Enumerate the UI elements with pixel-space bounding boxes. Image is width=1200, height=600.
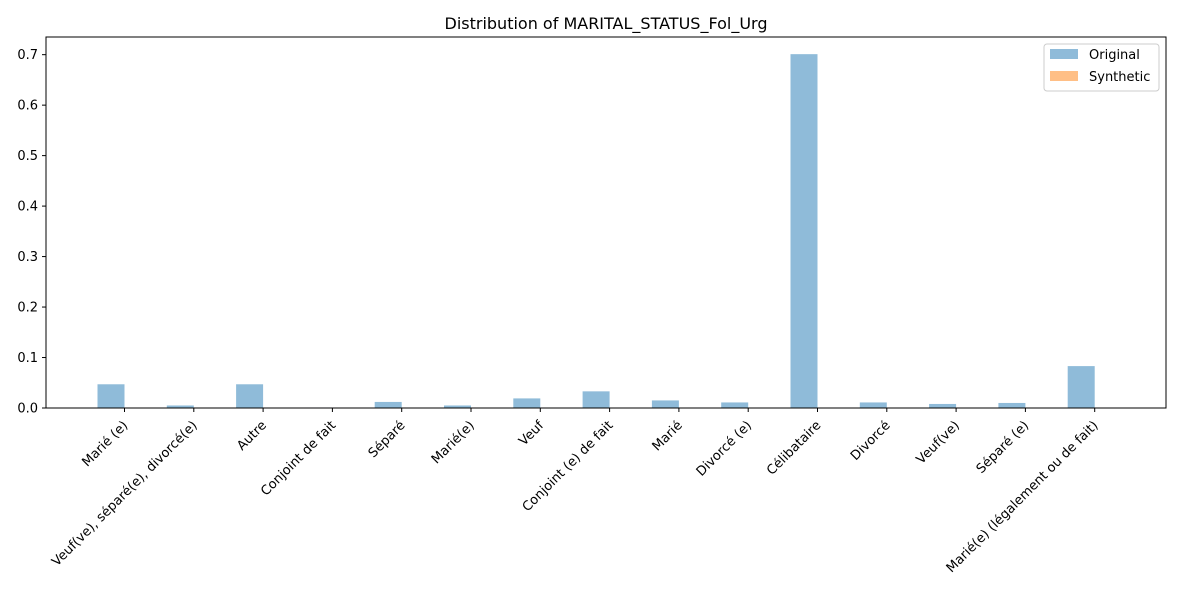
bar-original-4: [374, 401, 402, 408]
y-tick-label-0: 0.0: [17, 402, 38, 417]
bar-original-9: [721, 402, 749, 408]
bar-original-13: [998, 402, 1026, 408]
bar-original-0: [97, 384, 125, 408]
y-tick-label-1: 0.1: [17, 351, 38, 366]
chart-title: Distribution of MARITAL_STATUS_Fol_Urg: [445, 14, 768, 34]
bar-original-14: [1067, 366, 1095, 408]
y-tick-label-4: 0.4: [17, 200, 38, 215]
bar-original-11: [859, 402, 887, 408]
y-tick-label-7: 0.7: [17, 48, 38, 63]
bar-original-7: [582, 391, 610, 408]
bar-original-2: [236, 384, 264, 408]
y-tick-label-5: 0.5: [17, 149, 38, 164]
y-tick-label-2: 0.2: [17, 301, 38, 316]
plot-frame: [45, 36, 1167, 409]
legend: Original Synthetic: [1043, 43, 1160, 92]
bar-original-1: [166, 405, 194, 408]
legend-swatch-synthetic: [1050, 71, 1078, 81]
bar-original-8: [651, 400, 679, 408]
legend-label-synthetic: Synthetic: [1089, 70, 1150, 85]
bar-original-10: [790, 54, 818, 409]
bar-original-12: [929, 403, 957, 408]
legend-swatch-original: [1050, 49, 1078, 59]
y-axis: 0.0 0.1 0.2 0.3 0.4 0.5 0.6 0.7: [17, 48, 46, 417]
y-tick-label-3: 0.3: [17, 250, 38, 265]
bar-original-6: [513, 398, 541, 408]
legend-label-original: Original: [1089, 48, 1140, 63]
bars-group: [97, 54, 1095, 409]
y-tick-label-6: 0.6: [17, 99, 38, 114]
bar-original-5: [444, 405, 471, 408]
